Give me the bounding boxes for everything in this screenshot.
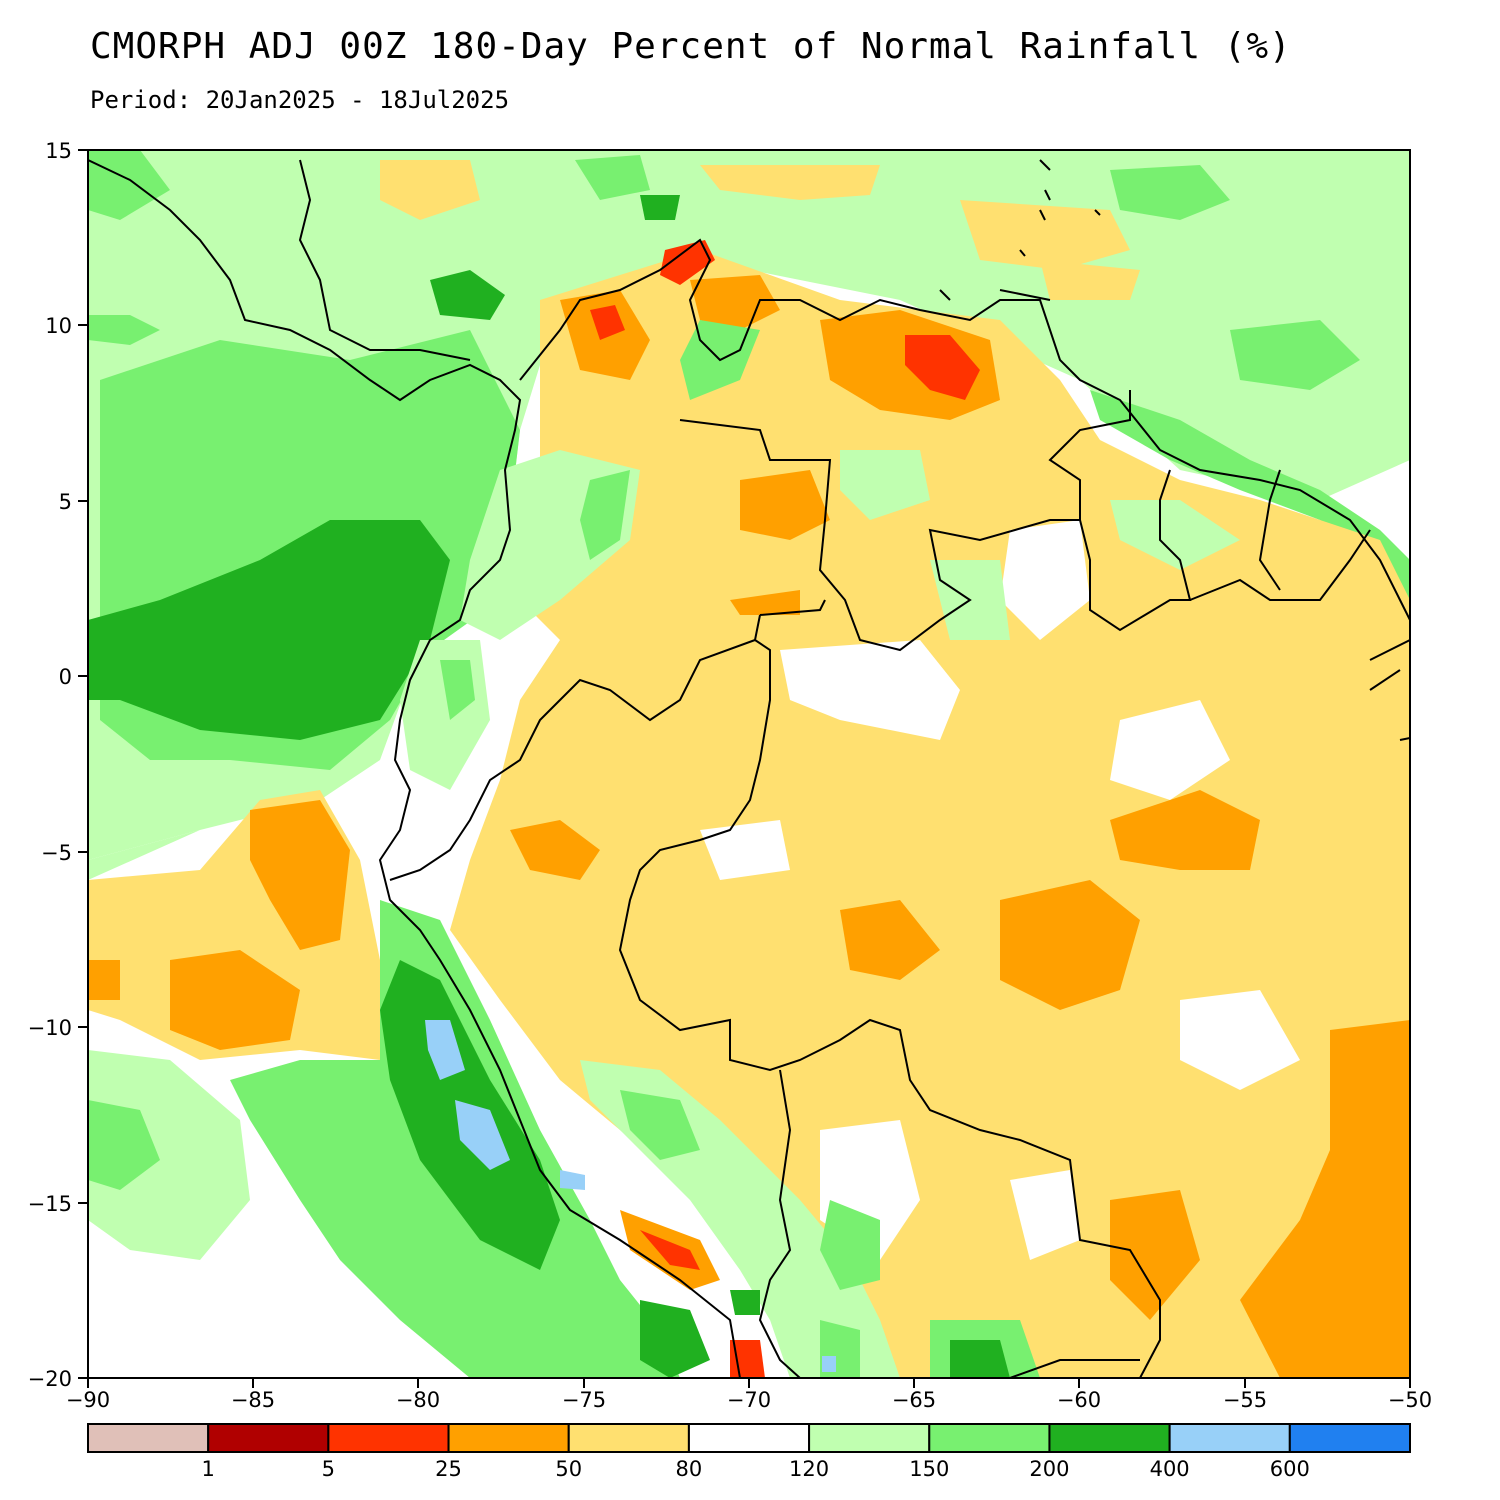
legend-swatch [1288,1423,1412,1453]
map-title: CMORPH ADJ 00Z 180-Day Percent of Normal… [90,26,1292,67]
legend-label: 600 [1270,1457,1310,1481]
national-borders [389,390,1371,1378]
legend-label: 1 [201,1457,214,1481]
legend-swatch [447,1423,570,1453]
x-tick-label: −50 [1388,1388,1432,1412]
legend-swatch [1048,1423,1171,1453]
legend-label: 200 [1029,1457,1069,1481]
y-tick-label: −5 [41,841,72,865]
coastlines [88,159,1410,1378]
x-tick-label: −60 [1057,1388,1101,1412]
legend-swatch [1168,1423,1291,1453]
legend-swatch [687,1423,811,1453]
y-tick-label: 5 [59,490,72,514]
legend-label: 150 [909,1457,949,1481]
y-axis [78,149,88,1379]
legend-swatch [207,1423,330,1453]
y-tick-label: −20 [28,1367,72,1391]
y-tick-label: 0 [59,665,72,689]
x-tick-label: −75 [562,1388,606,1412]
legend-label: 120 [789,1457,829,1481]
x-tick-label: −65 [892,1388,936,1412]
y-tick-labels: 15 10 5 0 −5 −10 −15 −20 [28,139,72,1391]
x-tick-label: −80 [396,1388,440,1412]
y-tick-label: 10 [45,314,72,338]
x-tick-labels: −90 −85 −80 −75 −70 −65 −60 −55 −50 [66,1388,1432,1412]
legend-swatch [928,1423,1051,1453]
color-legend: 1 5 25 50 80 120 150 200 400 600 [87,1423,1412,1481]
y-tick-label: −15 [28,1192,72,1216]
x-tick-label: −90 [66,1388,110,1412]
x-tick-label: −55 [1223,1388,1267,1412]
legend-label: 400 [1150,1457,1190,1481]
legend-swatch [327,1423,450,1453]
legend-swatch [808,1423,931,1453]
legend-swatch [567,1423,690,1453]
legend-label: 5 [322,1457,335,1481]
map-subtitle: Period: 20Jan2025 - 18Jul2025 [90,86,510,114]
legend-label: 25 [435,1457,462,1481]
x-axis [87,1378,1411,1388]
x-tick-label: −70 [727,1388,771,1412]
y-tick-label: −10 [28,1016,72,1040]
legend-label: 80 [676,1457,703,1481]
legend-label: 50 [555,1457,582,1481]
legend-swatch [87,1423,210,1453]
rainfall-field [88,150,1410,1378]
y-tick-label: 15 [45,139,72,163]
x-tick-label: −85 [231,1388,275,1412]
